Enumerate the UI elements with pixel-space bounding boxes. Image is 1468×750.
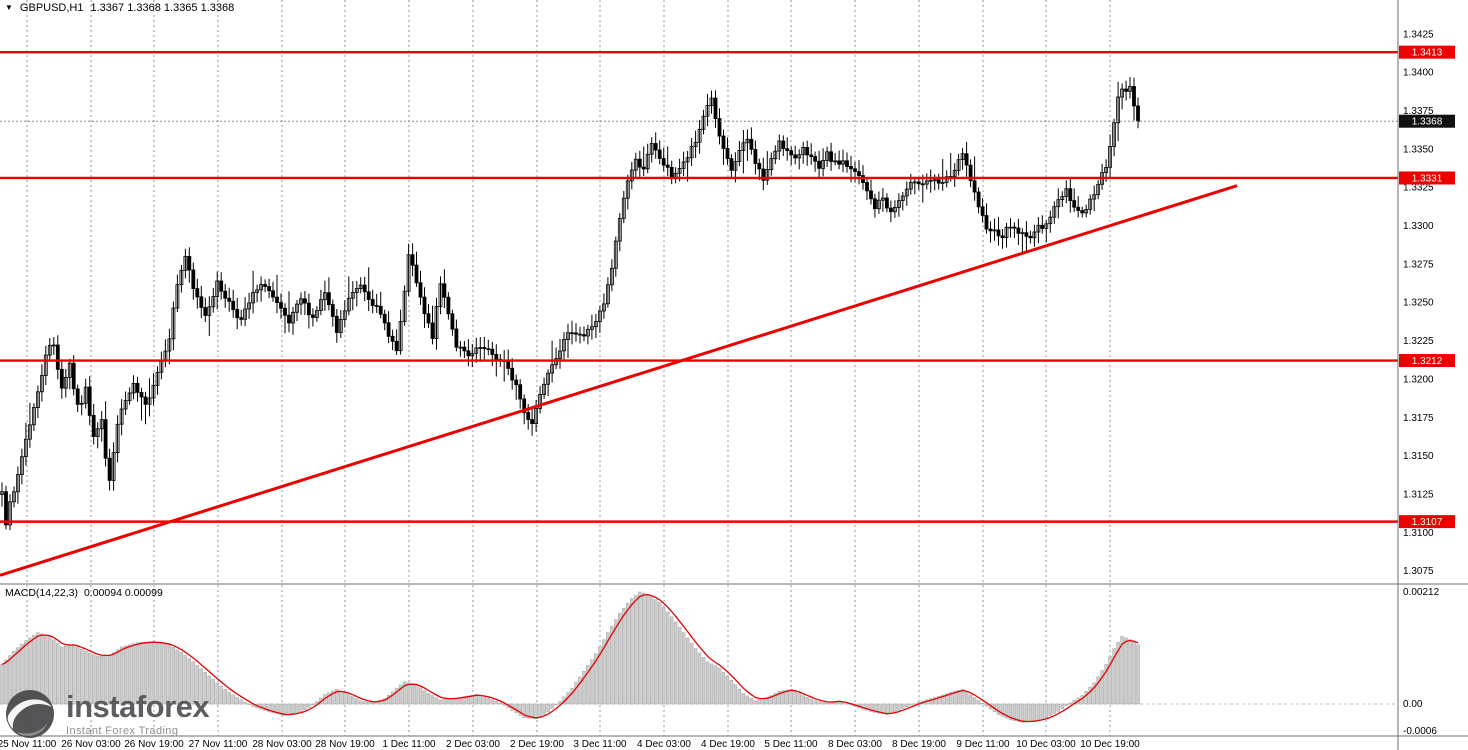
svg-text:4 Dec 03:00: 4 Dec 03:00 (637, 739, 691, 750)
svg-text:10 Dec 03:00: 10 Dec 03:00 (1016, 739, 1076, 750)
svg-text:26 Nov 03:00: 26 Nov 03:00 (61, 739, 121, 750)
watermark-subtitle-text: Instant Forex Trading (66, 725, 179, 737)
macd-signal-line (1, 593, 1139, 723)
svg-text:0.00212: 0.00212 (1403, 587, 1440, 598)
ohlc-values: 1.3367 1.3368 1.3365 1.3368 (90, 2, 235, 14)
svg-text:1.3400: 1.3400 (1403, 68, 1434, 79)
svg-text:27 Nov 11:00: 27 Nov 11:00 (189, 739, 248, 750)
svg-text:1.3175: 1.3175 (1403, 413, 1434, 424)
macd-indicator-label: MACD(14,22,3) 0.00094 0.00099 (5, 587, 163, 599)
candlesticks (0, 77, 1140, 531)
trendline[interactable] (0, 184, 1238, 577)
svg-text:0.00: 0.00 (1403, 699, 1423, 710)
svg-text:1.3275: 1.3275 (1403, 259, 1434, 270)
svg-text:1.3150: 1.3150 (1403, 451, 1434, 462)
chart-objects[interactable] (0, 50, 1398, 577)
svg-text:3 Dec 11:00: 3 Dec 11:00 (573, 739, 627, 750)
svg-text:1.3225: 1.3225 (1403, 336, 1434, 347)
svg-text:1.3075: 1.3075 (1403, 566, 1434, 577)
time-axis[interactable]: 25 Nov 11:00 26 Nov 03:00 26 Nov 19:00 27 N… (0, 739, 1140, 750)
svg-text:8 Dec 19:00: 8 Dec 19:00 (892, 739, 946, 750)
instaforex-logo-icon (6, 690, 54, 738)
svg-text:1.3368: 1.3368 (1412, 117, 1443, 128)
symbol-timeframe: GBPUSD,H1 (19, 2, 84, 14)
svg-text:1.3200: 1.3200 (1403, 374, 1434, 385)
svg-text:1.3375: 1.3375 (1403, 106, 1434, 117)
svg-text:1.3250: 1.3250 (1403, 298, 1434, 309)
macd-histogram (0, 591, 1398, 723)
svg-text:1.3350: 1.3350 (1403, 144, 1434, 155)
svg-text:28 Nov 19:00: 28 Nov 19:00 (315, 739, 375, 750)
level-price-tag: 1.3413 (1399, 45, 1455, 59)
level-price-tag: 1.3212 (1399, 354, 1455, 368)
svg-text:1.3425: 1.3425 (1403, 29, 1434, 40)
svg-text:9 Dec 11:00: 9 Dec 11:00 (956, 739, 1010, 750)
watermark-brand-text: instaforex (66, 689, 210, 724)
svg-text:4 Dec 19:00: 4 Dec 19:00 (701, 739, 755, 750)
svg-text:2 Dec 03:00: 2 Dec 03:00 (446, 739, 500, 750)
svg-text:8 Dec 03:00: 8 Dec 03:00 (828, 739, 882, 750)
svg-text:1.3100: 1.3100 (1403, 528, 1434, 539)
svg-text:5 Dec 11:00: 5 Dec 11:00 (764, 739, 818, 750)
symbol-marker-icon: ▼ (5, 3, 13, 12)
svg-text:25 Nov 11:00: 25 Nov 11:00 (0, 739, 57, 750)
svg-text:-0.0006: -0.0006 (1403, 726, 1437, 737)
level-price-tag: 1.3331 (1399, 171, 1455, 185)
svg-text:1.3331: 1.3331 (1412, 173, 1443, 184)
svg-text:1.3413: 1.3413 (1412, 48, 1443, 59)
svg-text:1.3107: 1.3107 (1412, 517, 1443, 528)
broker-watermark: instaforex Instant Forex Trading (4, 688, 210, 740)
macd-axis[interactable]: 0.00212 0.00 -0.0006 (1403, 587, 1440, 737)
svg-text:10 Dec 19:00: 10 Dec 19:00 (1080, 739, 1140, 750)
svg-text:2 Dec 19:00: 2 Dec 19:00 (510, 739, 564, 750)
svg-text:1.3125: 1.3125 (1403, 490, 1434, 501)
svg-text:1 Dec 11:00: 1 Dec 11:00 (382, 739, 436, 750)
chart-header: ▼ GBPUSD,H1 1.3367 1.3368 1.3365 1.3368 (5, 2, 234, 14)
svg-text:1.3325: 1.3325 (1403, 183, 1434, 194)
level-price-tag: 1.3107 (1399, 515, 1455, 529)
price-axis[interactable]: 1.3425 1.3400 1.3375 1.3350 1.3325 1.3300 1.32… (1403, 29, 1434, 577)
svg-text:1.3300: 1.3300 (1403, 221, 1434, 232)
svg-text:1.3212: 1.3212 (1412, 356, 1443, 367)
macd-values: 0.00094 0.00099 (83, 587, 163, 599)
svg-text:28 Nov 03:00: 28 Nov 03:00 (252, 739, 312, 750)
svg-text:26 Nov 19:00: 26 Nov 19:00 (124, 739, 184, 750)
macd-name: MACD(14,22,3) (5, 587, 78, 599)
current-price-tag: 1.3368 (1399, 114, 1455, 128)
time-gridlines (26, 0, 1111, 736)
